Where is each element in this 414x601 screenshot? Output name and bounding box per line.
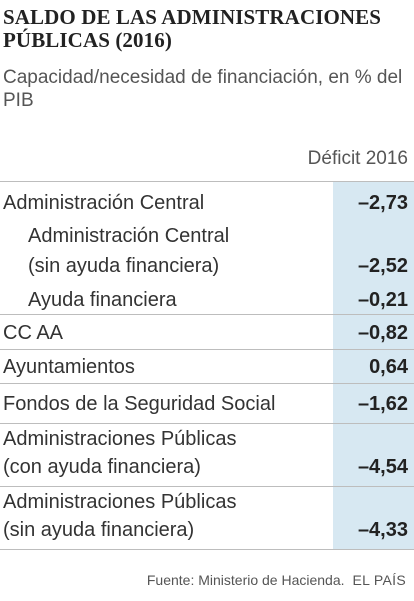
table-row: CC AA –0,82 xyxy=(0,314,414,350)
data-table: Administración Central –2,73 Administrac… xyxy=(0,181,414,550)
table-row: Ayuntamientos 0,64 xyxy=(0,349,414,384)
row-value: –2,52 xyxy=(357,255,408,277)
column-header: Déficit 2016 xyxy=(307,148,408,169)
row-value: –4,54 xyxy=(357,456,408,478)
table-row: Ayuda financiera –0,21 xyxy=(0,282,414,314)
brand-logo: EL PAÍS xyxy=(352,572,406,588)
source-footer: Fuente: Ministerio de Hacienda. EL PAÍS xyxy=(0,572,406,588)
row-value: –1,62 xyxy=(357,393,408,415)
row-value: –2,73 xyxy=(357,192,408,214)
source-note: Fuente: Ministerio de Hacienda. xyxy=(146,572,345,588)
row-label: Administración Central xyxy=(3,192,205,214)
row-label: Administración Central xyxy=(28,225,230,247)
row-label-line2: (sin ayuda financiera) xyxy=(28,255,220,277)
row-label: Fondos de la Seguridad Social xyxy=(3,393,276,415)
chart-title: SALDO DE LAS ADMINISTRACIONES PÚBLICAS (… xyxy=(3,5,382,52)
row-value: –0,82 xyxy=(357,322,408,344)
table-row: Fondos de la Seguridad Social –1,62 xyxy=(0,383,414,424)
table-row: Administraciones Públicas (con ayuda fin… xyxy=(0,423,414,487)
value-column-background xyxy=(333,181,414,549)
table-row: Administraciones Públicas (sin ayuda fin… xyxy=(0,486,414,550)
row-label-line2: (con ayuda financiera) xyxy=(3,456,201,478)
row-label: Ayuntamientos xyxy=(3,356,135,378)
row-label: Administraciones Públicas xyxy=(3,491,237,513)
table-row: Administración Central (sin ayuda financ… xyxy=(0,221,414,282)
row-label-line2: (sin ayuda financiera) xyxy=(3,519,195,541)
row-label: Ayuda financiera xyxy=(28,289,177,311)
row-value: –4,33 xyxy=(357,519,408,541)
row-label: Administraciones Públicas xyxy=(3,428,237,450)
row-label: CC AA xyxy=(3,322,64,344)
row-value: –0,21 xyxy=(357,289,408,311)
chart-subtitle: Capacidad/necesidad de financiación, en … xyxy=(3,67,403,111)
table-row: Administración Central –2,73 xyxy=(0,181,414,222)
row-value: 0,64 xyxy=(369,356,408,378)
